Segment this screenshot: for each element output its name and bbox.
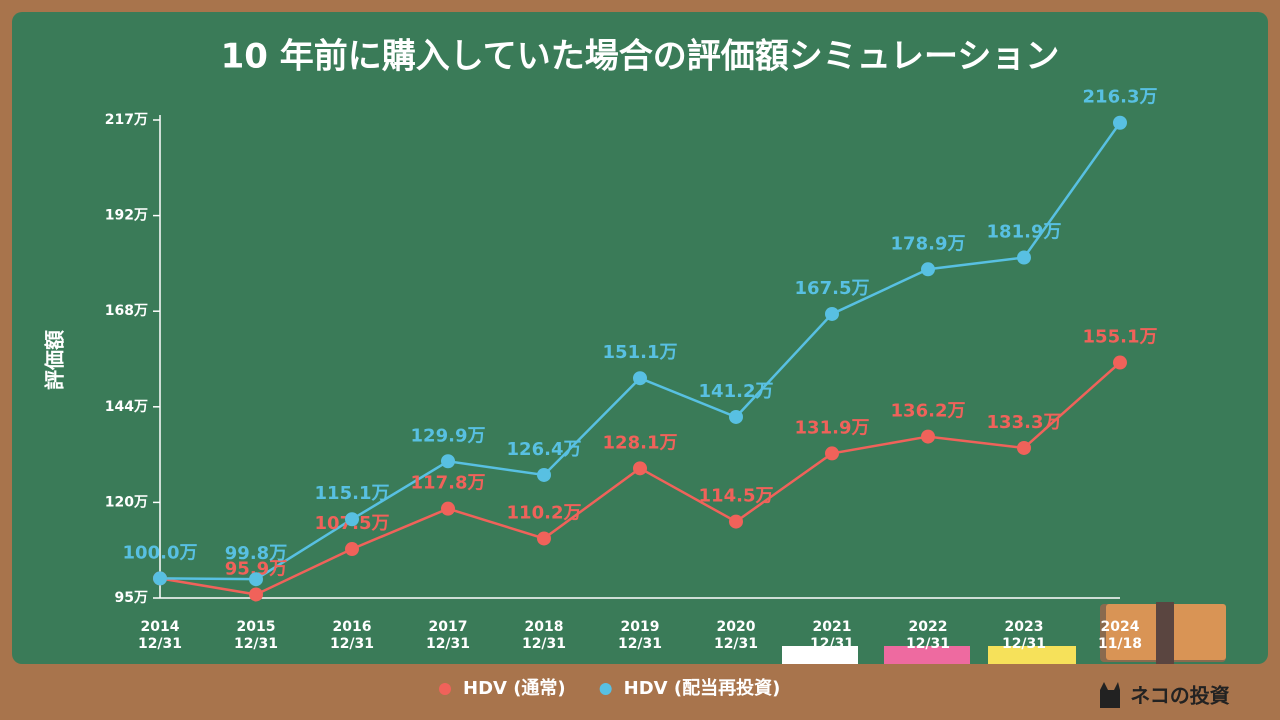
x-tick-label: 12/31 — [714, 636, 758, 652]
legend-marker — [599, 683, 612, 695]
data-point — [921, 429, 935, 444]
x-tick-label: 2022 — [909, 619, 948, 635]
x-tick-label: 2020 — [717, 619, 756, 635]
x-tick-label: 12/31 — [234, 636, 278, 652]
data-point — [441, 454, 455, 469]
y-tick-label: 95万 — [115, 590, 148, 606]
data-label: 117.8万 — [411, 473, 486, 494]
data-label: 216.3万 — [1083, 87, 1158, 108]
legend-marker — [439, 683, 451, 695]
legend-label: HDV (配当再投資) — [624, 677, 781, 699]
data-point — [537, 531, 551, 546]
data-point — [537, 467, 551, 482]
chalk-yellow — [988, 646, 1076, 664]
data-point — [633, 371, 647, 386]
y-tick-label: 217万 — [105, 112, 148, 128]
data-point — [729, 514, 743, 529]
y-axis-label: 評価額 — [43, 330, 67, 390]
x-tick-label: 12/31 — [426, 636, 470, 652]
y-tick-label: 144万 — [105, 399, 148, 415]
x-tick-label: 2016 — [333, 619, 372, 635]
x-tick-label: 2014 — [141, 619, 180, 635]
data-label: 178.9万 — [891, 233, 966, 254]
data-label: 129.9万 — [411, 425, 486, 446]
data-point — [249, 572, 263, 587]
data-label: 99.8万 — [225, 543, 287, 564]
data-label: 155.1万 — [1083, 327, 1158, 348]
x-tick-label: 2019 — [621, 619, 660, 635]
y-tick-label: 120万 — [105, 494, 148, 510]
data-label: 131.9万 — [795, 417, 870, 438]
data-label: 100.0万 — [123, 542, 198, 563]
x-tick-label: 12/31 — [618, 636, 662, 652]
chart-title: 10 年前に購入していた場合の評価額シミュレーション — [221, 37, 1060, 77]
data-point — [1113, 355, 1127, 370]
board — [12, 12, 1268, 664]
x-tick-label: 12/31 — [522, 636, 566, 652]
cat-icon — [1100, 682, 1120, 708]
x-tick-label: 12/31 — [906, 636, 950, 652]
x-tick-label: 2018 — [525, 619, 564, 635]
x-tick-label: 12/31 — [1002, 636, 1046, 652]
data-point — [153, 571, 167, 586]
data-point — [1017, 440, 1031, 455]
data-point — [825, 306, 839, 321]
data-label: 151.1万 — [603, 342, 678, 363]
data-label: 167.5万 — [795, 278, 870, 299]
x-tick-label: 2017 — [429, 619, 468, 635]
data-label: 126.4万 — [507, 439, 582, 460]
data-label: 128.1万 — [603, 432, 678, 453]
x-tick-label: 2015 — [237, 619, 276, 635]
x-tick-label: 2021 — [813, 619, 852, 635]
x-tick-label: 12/31 — [138, 636, 182, 652]
x-tick-label: 12/31 — [330, 636, 374, 652]
data-label: 133.3万 — [987, 412, 1062, 433]
y-tick-label: 192万 — [105, 208, 148, 224]
data-point — [345, 542, 359, 557]
x-tick-label: 2024 — [1101, 619, 1140, 635]
data-point — [345, 512, 359, 527]
data-label: 136.2万 — [891, 401, 966, 422]
chalk-white — [782, 646, 858, 664]
data-point — [921, 262, 935, 277]
data-point — [825, 446, 839, 461]
data-label: 141.2万 — [699, 381, 774, 402]
data-point — [729, 409, 743, 424]
data-point — [633, 461, 647, 476]
y-tick-label: 168万 — [105, 303, 148, 319]
data-label: 95.9万 — [225, 558, 287, 579]
data-label: 114.5万 — [699, 486, 774, 507]
data-point — [1113, 115, 1127, 130]
data-point — [1017, 250, 1031, 265]
x-tick-label: 12/31 — [810, 636, 854, 652]
chalk-pink — [884, 646, 970, 664]
legend-label: HDV (通常) — [463, 677, 566, 699]
x-tick-label: 2023 — [1005, 619, 1044, 635]
x-tick-label: 11/18 — [1098, 636, 1142, 652]
data-label: 110.2万 — [507, 502, 582, 523]
data-point — [249, 587, 263, 602]
logo: ネコの投資 — [1130, 684, 1230, 708]
data-label: 115.1万 — [315, 483, 390, 504]
eraser — [1100, 602, 1226, 664]
data-label: 181.9万 — [987, 222, 1062, 243]
data-point — [441, 501, 455, 516]
